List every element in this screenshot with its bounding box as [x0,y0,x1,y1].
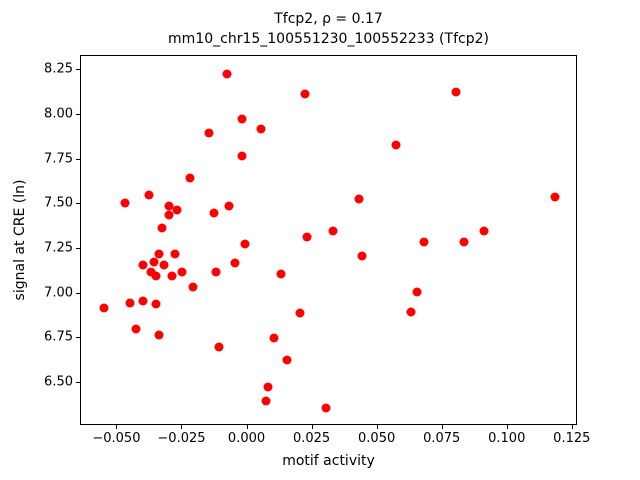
scatter-point [459,237,468,247]
y-tick-mark [76,292,80,294]
scatter-point [149,257,159,267]
scatter-point [151,271,161,281]
scatter-point [269,333,279,343]
scatter-point [214,342,224,352]
y-tick-mark [76,113,80,115]
y-tick-label: 7.25 [44,240,73,256]
scatter-point [328,226,338,236]
scatter-point [151,299,161,309]
scatter-point [211,267,221,277]
scatter-point [157,223,167,233]
x-tick-label: 0.050 [358,431,396,446]
scatter-point [222,69,232,79]
scatter-point [138,260,148,270]
scatter-point [263,382,273,392]
scatter-point [237,151,247,161]
scatter-point [550,192,560,202]
y-tick-mark [76,203,80,205]
scatter-point [144,190,154,200]
scatter-point [300,89,310,99]
scatter-point [237,114,247,124]
scatter-point [282,355,292,365]
scatter-point [391,140,401,150]
x-tick-mark [506,425,508,429]
x-tick-label: −0.025 [157,431,206,446]
chart-title-line1: Tfcp2, ρ = 0.17 [274,11,383,27]
x-tick-label: 0.000 [227,431,266,446]
scatter-point [406,307,416,317]
scatter-point [185,173,195,183]
scatter-point [256,124,266,134]
x-tick-mark [246,425,248,429]
scatter-point [321,403,331,413]
y-tick-label: 6.50 [44,374,73,390]
scatter-point [170,249,180,259]
scatter-point [167,271,177,281]
x-tick-label: 0.075 [423,431,461,446]
x-tick-mark [376,425,378,429]
x-tick-mark [311,425,313,429]
scatter-point [164,210,174,220]
scatter-point [419,237,429,247]
scatter-point [224,201,234,211]
scatter-point [154,249,164,259]
scatter-point [154,330,164,340]
scatter-point [159,260,169,270]
scatter-point [276,269,286,279]
scatter-point [451,87,461,97]
scatter-point [120,198,130,208]
scatter-point [188,282,198,292]
scatter-point [99,303,109,313]
scatter-point [164,201,174,211]
y-tick-mark [76,337,80,339]
chart-title: Tfcp2, ρ = 0.17 mm10_chr15_100551230_100… [80,9,577,49]
y-tick-mark [76,158,80,160]
scatter-point [354,194,364,204]
chart-title-line2: mm10_chr15_100551230_100552233 (Tfcp2) [168,31,489,47]
scatter-point [172,205,182,215]
plot-area [80,55,577,425]
y-tick-label: 7.50 [44,195,73,211]
y-tick-label: 8.25 [44,61,73,77]
scatter-point [177,267,187,277]
y-tick-mark [76,248,80,250]
y-tick-mark [76,382,80,384]
scatter-point [302,232,312,242]
x-tick-mark [441,425,443,429]
x-tick-mark [116,425,118,429]
scatter-point [240,239,250,249]
scatter-point [261,396,271,406]
scatter-point [131,324,141,334]
x-tick-mark [571,425,573,429]
y-tick-label: 7.75 [44,151,73,167]
x-tick-label: −0.050 [92,431,141,446]
x-tick-label: 0.125 [553,431,591,446]
scatter-point [479,226,489,236]
scatter-point [138,296,148,306]
x-tick-mark [181,425,183,429]
scatter-point [209,208,219,218]
scatter-point [125,298,135,308]
y-tick-label: 6.75 [44,329,73,345]
scatter-point [146,267,156,277]
scatter-point [412,287,422,297]
scatter-point [295,308,305,318]
x-axis-label: motif activity [282,453,375,469]
y-tick-mark [76,69,80,71]
y-tick-label: 8.00 [44,106,73,122]
x-tick-label: 0.025 [292,431,331,446]
scatter-point [230,258,240,268]
scatter-point [204,128,213,138]
y-tick-label: 7.00 [44,285,73,301]
scatter-point [357,251,367,261]
x-tick-label: 0.100 [488,431,526,446]
